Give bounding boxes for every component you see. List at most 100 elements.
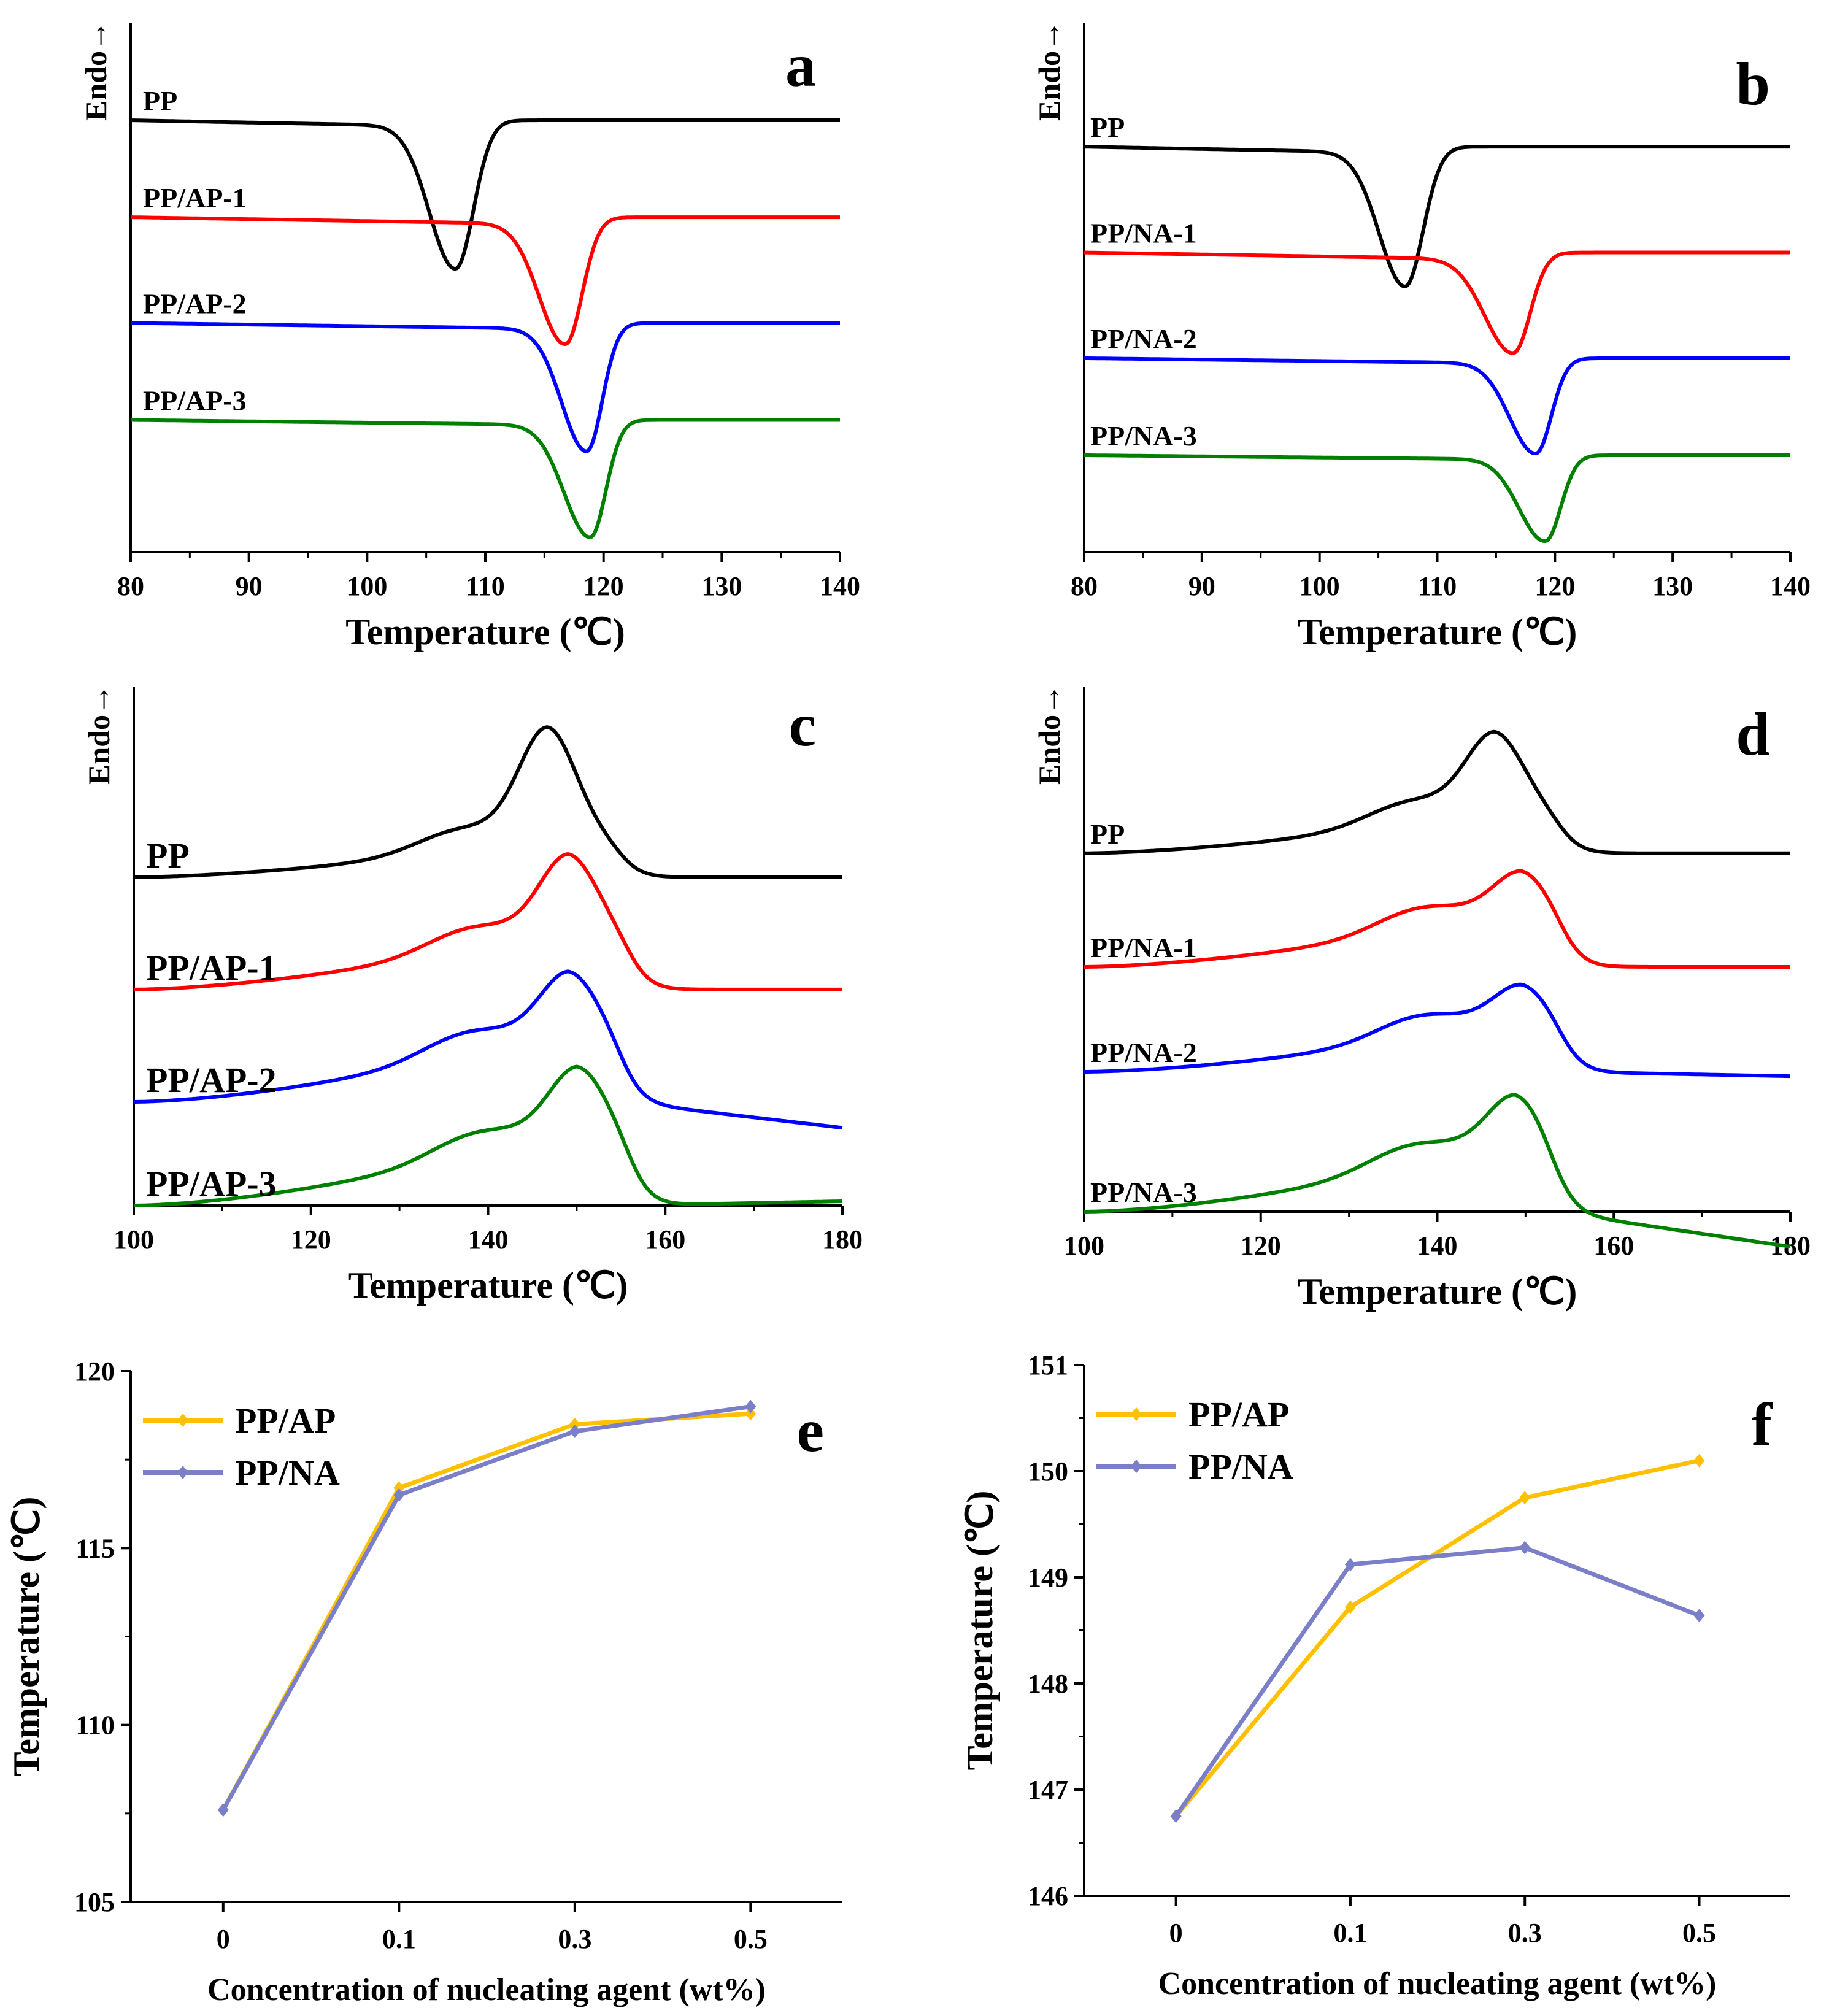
x-tick-label: 100 bbox=[347, 571, 387, 601]
panel-c: 100 120 140 160 180 Temperature (℃) Endo→ c PP PP… bbox=[82, 684, 863, 1306]
x-tick-label: 120 bbox=[1534, 571, 1575, 601]
series-line-pp-ap bbox=[1174, 1458, 1700, 1818]
series-label: PP bbox=[1090, 818, 1125, 850]
x-tick-label: 140 bbox=[1770, 571, 1811, 601]
legend-marker bbox=[177, 1414, 188, 1427]
x-tick-label: 90 bbox=[236, 571, 263, 601]
x-tick-label: 100 bbox=[1064, 1231, 1104, 1261]
x-tick-label: 90 bbox=[1188, 571, 1215, 601]
x-tick-label: 160 bbox=[645, 1225, 685, 1255]
series-label: PP/AP-1 bbox=[146, 948, 277, 988]
legend-marker bbox=[177, 1466, 188, 1479]
x-tick-label: 110 bbox=[1418, 571, 1457, 601]
y-axis-title: Temperature (℃) bbox=[960, 1491, 1000, 1771]
x-axis-title: Temperature (℃) bbox=[345, 612, 625, 652]
series-line-pp bbox=[134, 725, 842, 879]
x-tick-label: 180 bbox=[822, 1225, 863, 1255]
panel-letter: f bbox=[1752, 1390, 1773, 1458]
y-tick-label: 110 bbox=[75, 1710, 115, 1741]
y-tick-label: 149 bbox=[1028, 1563, 1068, 1593]
data-point bbox=[1693, 1453, 1705, 1468]
x-tick-label: 0 bbox=[1169, 1918, 1183, 1948]
series-line-pp-ap-1 bbox=[131, 215, 840, 347]
legend-label: PP/NA bbox=[235, 1453, 340, 1493]
y-tick-label: 147 bbox=[1028, 1775, 1068, 1805]
panel-e: 0 0.1 0.3 0.5 105 110 115 120 Concentration of n… bbox=[6, 1356, 842, 2007]
x-tick-label: 100 bbox=[114, 1225, 154, 1255]
series-line-pp-ap-2 bbox=[131, 321, 840, 453]
data-point bbox=[569, 1417, 580, 1431]
x-tick-label: 140 bbox=[468, 1225, 509, 1255]
x-tick-label: 0.3 bbox=[1508, 1918, 1542, 1948]
x-tick-label: 120 bbox=[583, 571, 624, 601]
data-point bbox=[569, 1425, 580, 1439]
panel-letter: d bbox=[1736, 700, 1770, 768]
data-point bbox=[1519, 1491, 1531, 1505]
series-label: PP/NA-1 bbox=[1090, 218, 1197, 249]
series-line-pp bbox=[1084, 729, 1790, 855]
panel-letter: b bbox=[1736, 50, 1770, 118]
series-line-pp-na-1 bbox=[1084, 869, 1790, 969]
series-line-pp-na-3 bbox=[1084, 453, 1790, 544]
x-tick-label: 140 bbox=[1417, 1231, 1458, 1261]
series-line-pp-ap-3 bbox=[131, 418, 840, 539]
panel-b: 80 90 100 110 120 130 140 Temperature (℃) Endo→ b… bbox=[1032, 20, 1811, 652]
legend-label: PP/AP bbox=[1188, 1395, 1289, 1434]
y-axis-title: Temperature (℃) bbox=[6, 1497, 47, 1777]
legend-marker bbox=[1131, 1407, 1142, 1421]
x-tick-label: 0.1 bbox=[382, 1924, 416, 1954]
panel-a: 80 90 100 110 120 130 140 Temperature (℃) Endo→ a… bbox=[79, 20, 860, 652]
series-label: PP bbox=[143, 85, 177, 117]
data-point bbox=[1344, 1558, 1356, 1572]
series-line-pp-na-2 bbox=[1084, 982, 1790, 1079]
y-axis-title: Endo→ bbox=[82, 684, 116, 785]
series-line-pp-na-3 bbox=[1084, 1093, 1791, 1248]
x-tick-label: 120 bbox=[1241, 1231, 1281, 1261]
series-label: PP bbox=[1090, 112, 1125, 143]
x-tick-label: 0.5 bbox=[1682, 1918, 1716, 1948]
x-tick-label: 160 bbox=[1593, 1231, 1634, 1261]
x-tick-label: 0.3 bbox=[558, 1924, 591, 1954]
y-axis-title: Endo→ bbox=[1032, 20, 1066, 121]
x-tick-label: 80 bbox=[117, 571, 144, 601]
panel-letter: a bbox=[785, 31, 816, 99]
legend-marker bbox=[1131, 1460, 1142, 1473]
series-label: PP/NA-2 bbox=[1090, 323, 1197, 355]
x-tick-label: 140 bbox=[820, 571, 860, 601]
y-axis-title: Endo→ bbox=[79, 20, 113, 121]
series-label: PP/NA-1 bbox=[1090, 932, 1197, 963]
x-tick-label: 110 bbox=[466, 571, 505, 601]
x-tick-label: 130 bbox=[701, 571, 742, 601]
series-line-pp-ap-3 bbox=[134, 1064, 842, 1207]
y-tick-label: 120 bbox=[74, 1356, 115, 1387]
x-axis-title: Temperature (℃) bbox=[1298, 1271, 1577, 1312]
data-point bbox=[1170, 1809, 1182, 1823]
series-line-pp-na-1 bbox=[1084, 250, 1790, 355]
x-axis-title: Temperature (℃) bbox=[1298, 612, 1577, 652]
data-point bbox=[1344, 1600, 1356, 1614]
y-axis-title: Endo→ bbox=[1032, 684, 1066, 785]
data-point bbox=[217, 1803, 229, 1817]
series-line-pp-na bbox=[221, 1404, 751, 1811]
series-line-pp-ap-1 bbox=[134, 852, 842, 991]
legend-label: PP/AP bbox=[235, 1401, 336, 1441]
x-tick-label: 80 bbox=[1071, 571, 1098, 601]
series-label: PP/NA-3 bbox=[1090, 1177, 1197, 1208]
x-tick-label: 0.1 bbox=[1333, 1918, 1367, 1948]
data-point bbox=[1693, 1609, 1705, 1623]
data-point bbox=[745, 1399, 757, 1414]
series-line-pp-na bbox=[1174, 1545, 1700, 1818]
x-tick-label: 120 bbox=[291, 1225, 331, 1255]
x-tick-label: 0.5 bbox=[734, 1924, 768, 1954]
series-label: PP/AP-2 bbox=[146, 1060, 277, 1100]
x-tick-label: 130 bbox=[1652, 571, 1693, 601]
series-label: PP/AP-3 bbox=[143, 385, 247, 417]
y-tick-label: 115 bbox=[75, 1533, 115, 1563]
series-label: PP/AP-2 bbox=[143, 288, 247, 319]
series-label: PP bbox=[146, 836, 190, 875]
series-label: PP/AP-3 bbox=[146, 1164, 277, 1204]
data-point bbox=[745, 1407, 757, 1421]
x-tick-label: 100 bbox=[1300, 571, 1340, 601]
